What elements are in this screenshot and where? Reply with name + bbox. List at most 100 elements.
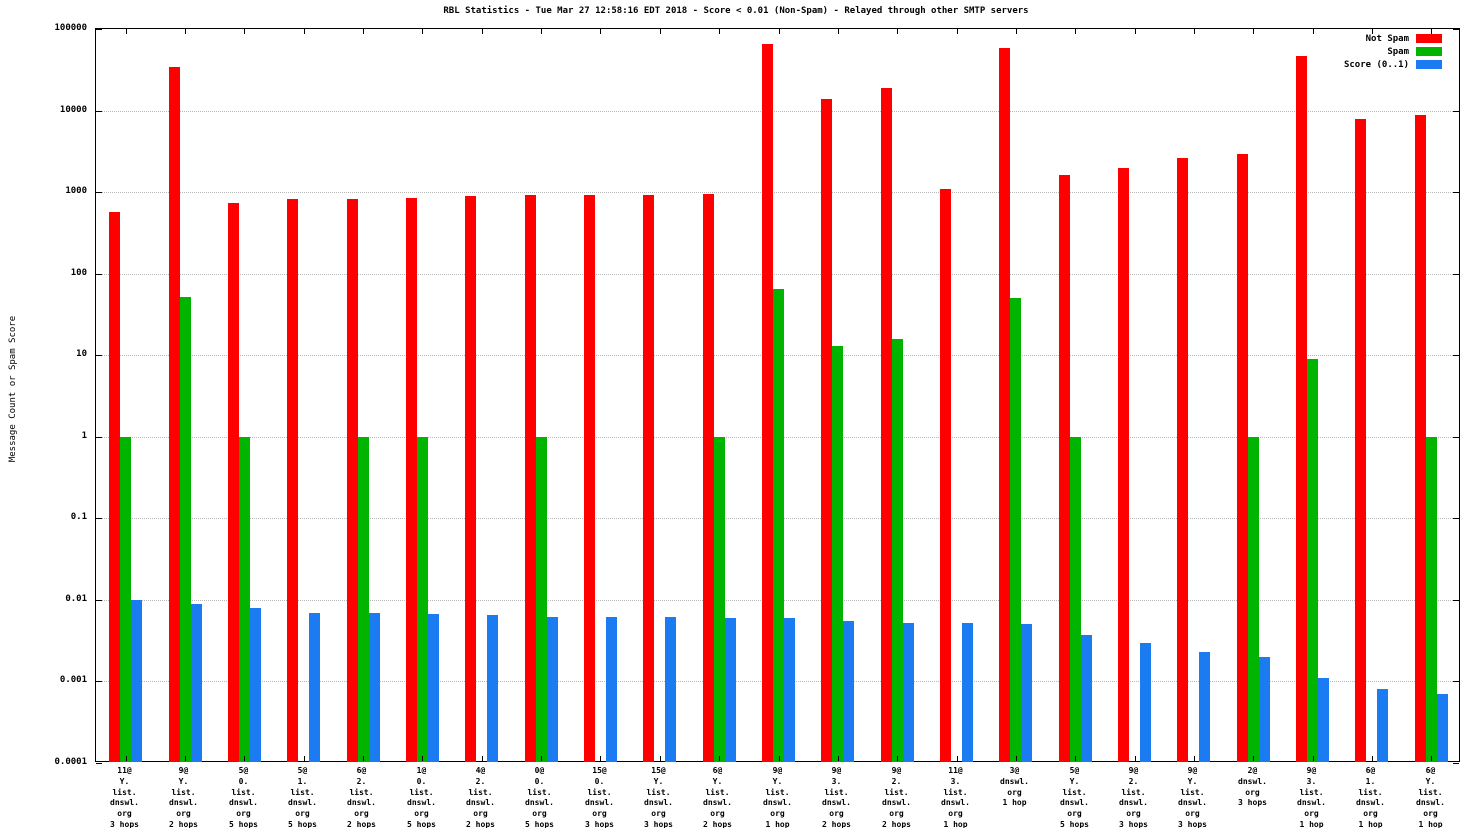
bar-score xyxy=(1021,624,1032,762)
bar-spam xyxy=(536,436,547,762)
bar-not-spam xyxy=(1355,119,1366,762)
y-tick-label: 10 xyxy=(76,349,87,360)
x-tick-label: 9@ Y. list. dnswl. org 3 hops xyxy=(1178,766,1207,828)
legend-row: Score (0..1) xyxy=(1344,58,1442,71)
y-tick-mark xyxy=(96,273,102,275)
y-tick-mark xyxy=(1453,436,1459,438)
bar-not-spam xyxy=(584,194,595,762)
x-tick-label: 9@ Y. list. dnswl. org 1 hop xyxy=(763,766,792,828)
bar-score xyxy=(1437,694,1448,762)
x-tick-label: 9@ Y. list. dnswl. org 2 hops xyxy=(169,766,198,828)
x-tick-label: 15@ 0. list. dnswl. org 3 hops xyxy=(585,766,614,828)
y-tick-mark xyxy=(96,29,102,30)
x-tick-mark xyxy=(1194,756,1195,761)
y-tick-mark xyxy=(96,110,102,112)
bar-score xyxy=(309,612,320,762)
y-tick-label: 0.1 xyxy=(70,512,87,523)
y-tick-mark xyxy=(1453,355,1459,357)
bar-score xyxy=(250,607,261,762)
bar-spam xyxy=(1307,358,1318,762)
x-tick-mark xyxy=(719,29,720,34)
y-tick-label: 0.0001 xyxy=(54,757,87,767)
bar-not-spam xyxy=(881,87,892,762)
x-tick-label: 6@ 1. list. dnswl. org 1 hop xyxy=(1356,766,1385,828)
x-tick-mark xyxy=(541,29,542,34)
x-tick-label: 11@ 3. list. dnswl. org 1 hop xyxy=(941,766,970,828)
x-tick-mark xyxy=(838,756,839,761)
y-tick-label: 1 xyxy=(81,430,87,441)
y-tick-mark xyxy=(1453,763,1459,764)
bar-not-spam xyxy=(287,199,298,762)
x-tick-label: 5@ Y. list. dnswl. org 5 hops xyxy=(1060,766,1089,828)
x-tick-mark xyxy=(957,756,958,761)
y-tick-label: 1000 xyxy=(65,186,87,197)
bar-spam xyxy=(892,338,903,762)
x-tick-mark xyxy=(363,756,364,761)
x-tick-mark xyxy=(600,756,601,761)
legend-swatch xyxy=(1416,60,1442,69)
y-tick-mark xyxy=(1453,599,1459,601)
bar-score xyxy=(1081,635,1092,762)
x-tick-mark xyxy=(897,29,898,34)
bar-spam xyxy=(417,436,428,762)
bar-not-spam xyxy=(406,197,417,762)
x-tick-label: 6@ Y. list. dnswl. org 1 hop xyxy=(1416,766,1445,828)
y-tick-mark xyxy=(1453,681,1459,683)
x-tick-label: 9@ 3. list. dnswl. org 1 hop xyxy=(1297,766,1326,828)
bar-spam xyxy=(832,345,843,762)
x-tick-mark xyxy=(126,29,127,34)
legend: Not Spam Spam Score (0..1) xyxy=(1344,32,1442,71)
x-tick-mark xyxy=(541,756,542,761)
bar-spam xyxy=(239,436,250,762)
bar-score xyxy=(131,599,142,762)
x-tick-mark xyxy=(719,756,720,761)
legend-item-label: Not Spam xyxy=(1365,33,1409,44)
y-tick-mark xyxy=(96,681,102,683)
x-tick-mark xyxy=(482,29,483,34)
y-tick-label: 0.001 xyxy=(59,675,87,686)
y-tick-mark xyxy=(96,763,102,764)
bar-score xyxy=(1140,642,1151,762)
y-tick-mark xyxy=(1453,192,1459,194)
y-tick-label: 0.01 xyxy=(65,593,87,604)
y-axis-label: Message Count or Spam Score xyxy=(8,315,18,463)
bar-not-spam xyxy=(347,198,358,762)
bar-score xyxy=(547,616,558,762)
x-tick-label: 9@ 2. list. dnswl. org 3 hops xyxy=(1119,766,1148,828)
x-tick-mark xyxy=(957,29,958,34)
x-tick-mark xyxy=(1253,29,1254,34)
bar-spam xyxy=(358,436,369,762)
bar-not-spam xyxy=(169,67,180,762)
x-tick-label: 4@ 2. list. dnswl. org 2 hops xyxy=(466,766,495,828)
bar-spam xyxy=(773,288,784,762)
legend-item-label: Score (0..1) xyxy=(1343,59,1409,70)
x-tick-mark xyxy=(244,29,245,34)
y-tick-mark xyxy=(1453,29,1459,30)
x-tick-mark xyxy=(779,756,780,761)
x-tick-label: 5@ 1. list. dnswl. org 5 hops xyxy=(288,766,317,828)
bar-score xyxy=(1199,651,1210,762)
bar-score xyxy=(725,617,736,762)
x-tick-mark xyxy=(779,29,780,34)
bar-spam xyxy=(1248,436,1259,762)
bar-score xyxy=(665,616,676,762)
x-tick-label: 6@ Y. list. dnswl. org 2 hops xyxy=(703,766,732,828)
plot-area xyxy=(95,28,1460,764)
legend-swatch xyxy=(1416,34,1442,43)
legend-swatch xyxy=(1416,47,1442,56)
x-tick-mark xyxy=(126,756,127,761)
x-tick-mark xyxy=(1313,29,1314,34)
y-tick-label: 100 xyxy=(70,267,87,278)
bar-score xyxy=(962,623,973,762)
x-tick-mark xyxy=(1313,756,1314,761)
y-tick-mark xyxy=(96,436,102,438)
bar-not-spam xyxy=(109,212,120,762)
x-tick-mark xyxy=(1135,756,1136,761)
bar-spam xyxy=(1426,436,1437,762)
y-tick-label: 10000 xyxy=(59,104,87,115)
x-tick-label: 3@ dnswl. org 1 hop xyxy=(1000,766,1029,808)
bar-spam xyxy=(180,296,191,762)
y-tick-mark xyxy=(1453,273,1459,275)
gridline xyxy=(96,110,1459,112)
